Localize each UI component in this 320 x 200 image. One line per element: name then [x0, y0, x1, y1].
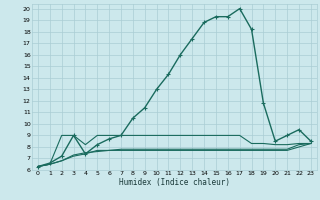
X-axis label: Humidex (Indice chaleur): Humidex (Indice chaleur) — [119, 178, 230, 187]
